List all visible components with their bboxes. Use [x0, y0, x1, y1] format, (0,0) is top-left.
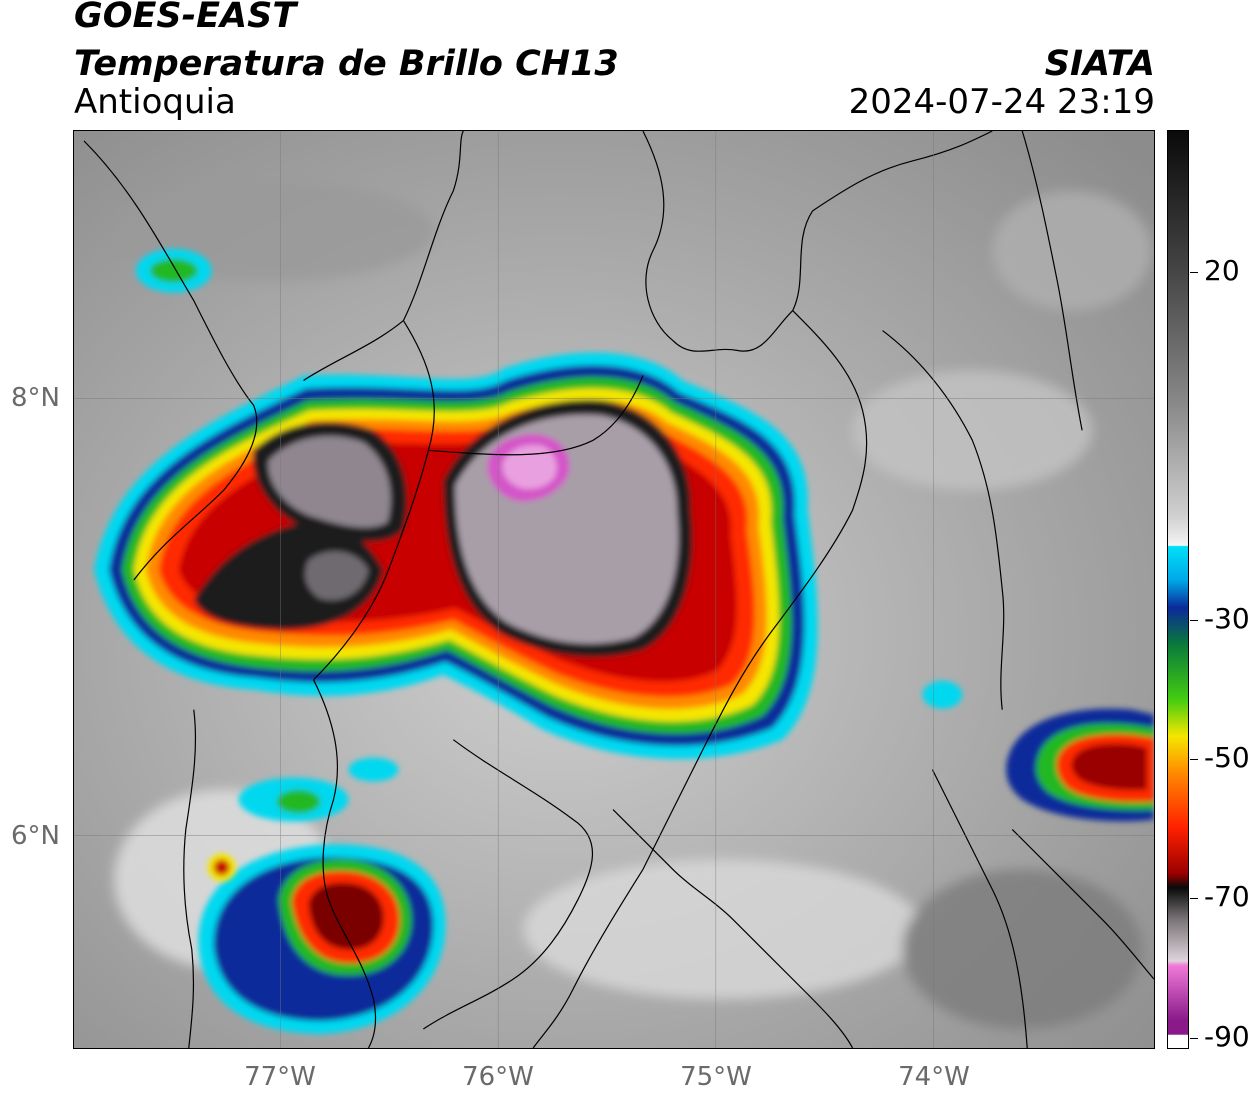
colorbar-tick-20: [1190, 272, 1198, 273]
main-storm-cluster: [93, 352, 818, 760]
lon-label-75w: 75°W: [680, 1062, 752, 1092]
colorbar-tick-minus70: [1190, 898, 1198, 899]
lon-label-74w: 74°W: [898, 1062, 970, 1092]
satellite-title: GOES-EAST: [74, 0, 297, 36]
lat-label-6n: 6°N: [11, 821, 60, 851]
graticule: [74, 131, 1154, 1048]
satellite-map: [73, 130, 1155, 1049]
colorbar: [1167, 130, 1189, 1049]
colorbar-label-minus90: -90: [1204, 1020, 1250, 1053]
datetime-label: 2024-07-24 23:19: [848, 82, 1155, 122]
lat-label-8n: 8°N: [11, 383, 60, 413]
boundaries: [83, 131, 1154, 1048]
source-label: SIATA: [1044, 44, 1155, 84]
colorbar-label-minus30: -30: [1204, 602, 1250, 635]
colorbar-tick-minus90: [1190, 1038, 1198, 1039]
southwest-storm: [198, 844, 446, 1035]
colorbar-label-minus70: -70: [1204, 880, 1250, 913]
small-cells: [135, 248, 963, 882]
colorbar-tick-minus30: [1190, 620, 1198, 621]
colorbar-label-minus50: -50: [1204, 741, 1250, 774]
lon-label-77w: 77°W: [244, 1062, 316, 1092]
colorbar-label-20: 20: [1204, 254, 1240, 287]
product-title: Temperatura de Brillo CH13: [74, 44, 619, 84]
region-label: Antioquia: [74, 82, 236, 122]
colorbar-tick-minus50: [1190, 759, 1198, 760]
east-storm: [1006, 708, 1154, 822]
lon-label-76w: 76°W: [462, 1062, 534, 1092]
